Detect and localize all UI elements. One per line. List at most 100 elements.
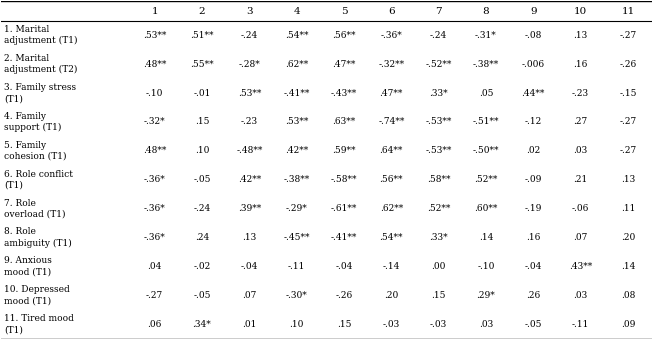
Text: -.36*: -.36* [144,175,166,184]
Text: -.41**: -.41** [283,88,310,98]
Text: .53**: .53** [285,117,308,126]
Text: -.05: -.05 [193,175,211,184]
Text: -.03: -.03 [383,320,400,329]
Text: -.58**: -.58** [331,175,357,184]
Text: .00: .00 [432,262,446,271]
Text: .08: .08 [621,291,635,300]
Text: -.53**: -.53** [426,117,452,126]
Text: 7: 7 [436,6,442,16]
Text: .56**: .56** [332,31,356,40]
Text: -.04: -.04 [241,262,258,271]
Text: .15: .15 [337,320,351,329]
Text: .33*: .33* [429,233,448,242]
Text: .33*: .33* [429,88,448,98]
Text: -.53**: -.53** [426,146,452,155]
Text: -.05: -.05 [524,320,542,329]
Text: -.24: -.24 [430,31,447,40]
Text: 1. Marital
adjustment (T1): 1. Marital adjustment (T1) [4,25,78,45]
Text: -.26: -.26 [336,291,353,300]
Text: .54**: .54** [285,31,308,40]
Text: -.50**: -.50** [473,146,500,155]
Text: -.05: -.05 [193,291,211,300]
Text: .07: .07 [242,291,257,300]
Text: -.02: -.02 [193,262,211,271]
Text: -.27: -.27 [619,31,637,40]
Text: -.04: -.04 [336,262,353,271]
Text: -.23: -.23 [572,88,589,98]
Text: .06: .06 [148,320,162,329]
Text: .52**: .52** [427,204,451,213]
Text: -.03: -.03 [430,320,447,329]
Text: .55**: .55** [190,59,214,69]
Text: -.51**: -.51** [473,117,500,126]
Text: -.09: -.09 [524,175,542,184]
Text: -.27: -.27 [619,117,637,126]
Text: 10: 10 [574,6,587,16]
Text: 5. Family
cohesion (T1): 5. Family cohesion (T1) [4,141,67,161]
Text: .04: .04 [148,262,162,271]
Text: .09: .09 [621,320,635,329]
Text: -.19: -.19 [524,204,542,213]
Text: -.32*: -.32* [144,117,165,126]
Text: -.11: -.11 [572,320,589,329]
Text: .53**: .53** [238,88,261,98]
Text: -.74**: -.74** [378,117,404,126]
Text: -.27: -.27 [619,146,637,155]
Text: -.38**: -.38** [283,175,310,184]
Text: -.38**: -.38** [473,59,499,69]
Text: .64**: .64** [379,146,403,155]
Text: .47**: .47** [379,88,403,98]
Text: 5: 5 [341,6,347,16]
Text: 8: 8 [483,6,489,16]
Text: -.31*: -.31* [475,31,497,40]
Text: .03: .03 [573,291,588,300]
Text: .29*: .29* [477,291,496,300]
Text: 3. Family stress
(T1): 3. Family stress (T1) [4,83,76,103]
Text: -.10: -.10 [477,262,495,271]
Text: .44**: .44** [522,88,545,98]
Text: .51**: .51** [190,31,214,40]
Text: -.12: -.12 [524,117,542,126]
Text: -.27: -.27 [146,291,163,300]
Text: .11: .11 [621,204,635,213]
Text: .01: .01 [242,320,257,329]
Text: 3: 3 [246,6,253,16]
Text: .02: .02 [526,146,541,155]
Text: .58**: .58** [427,175,451,184]
Text: -.10: -.10 [146,88,163,98]
Text: .20: .20 [384,291,398,300]
Text: .14: .14 [621,262,635,271]
Text: 2: 2 [199,6,205,16]
Text: 10. Depressed
mood (T1): 10. Depressed mood (T1) [4,285,70,305]
Text: -.30*: -.30* [286,291,308,300]
Text: -.32**: -.32** [378,59,404,69]
Text: -.61**: -.61** [331,204,357,213]
Text: -.45**: -.45** [283,233,310,242]
Text: .24: .24 [195,233,209,242]
Text: .34*: .34* [193,320,212,329]
Text: -.01: -.01 [193,88,211,98]
Text: -.36*: -.36* [144,233,166,242]
Text: -.43**: -.43** [331,88,357,98]
Text: .15: .15 [432,291,446,300]
Text: .16: .16 [526,233,541,242]
Text: .42**: .42** [285,146,308,155]
Text: .05: .05 [479,88,493,98]
Text: -.36*: -.36* [144,204,166,213]
Text: .52**: .52** [474,175,498,184]
Text: 4: 4 [293,6,300,16]
Text: .48**: .48** [143,59,167,69]
Text: -.36*: -.36* [381,31,402,40]
Text: -.23: -.23 [241,117,258,126]
Text: .13: .13 [621,175,635,184]
Text: 11. Tired mood
(T1): 11. Tired mood (T1) [4,314,74,334]
Text: -.28*: -.28* [238,59,261,69]
Text: -.29*: -.29* [286,204,308,213]
Text: .15: .15 [195,117,209,126]
Text: .21: .21 [573,175,588,184]
Text: -.48**: -.48** [236,146,263,155]
Text: .13: .13 [242,233,257,242]
Text: .20: .20 [621,233,635,242]
Text: 11: 11 [621,6,635,16]
Text: -.41**: -.41** [331,233,357,242]
